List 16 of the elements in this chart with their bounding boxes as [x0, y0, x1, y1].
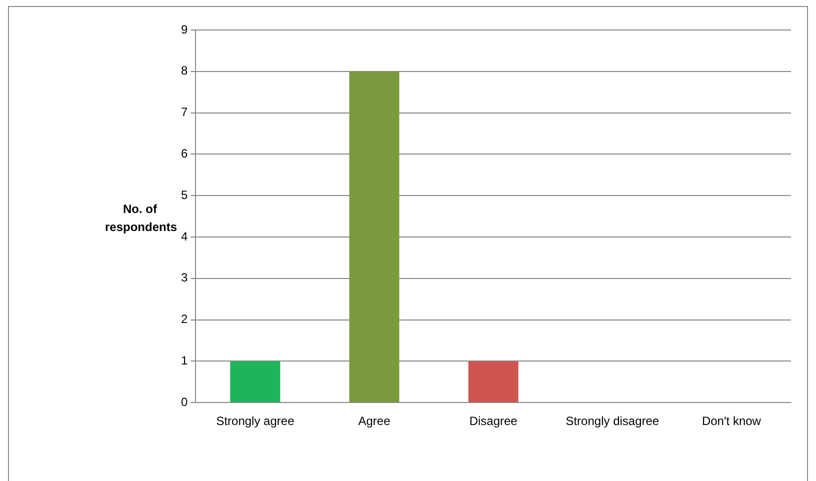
y-axis-title: No. of respondents: [105, 201, 178, 236]
x-tick-label: Don't know: [702, 414, 762, 428]
y-tick-label: 6: [180, 146, 188, 161]
x-tick-label: Strongly agree: [216, 414, 295, 428]
x-tick-label: Disagree: [469, 414, 518, 428]
x-tick-label: Strongly disagree: [566, 414, 660, 428]
y-tick-label: 7: [180, 105, 188, 120]
y-tick-label: 0: [180, 394, 188, 409]
y-tick-label: 3: [180, 270, 188, 285]
y-tick-label: 5: [180, 188, 188, 202]
y-tick-label: 4: [180, 229, 188, 244]
y-tick-label: 1: [180, 354, 188, 368]
y-tick-label: 2: [180, 312, 188, 326]
x-tick-label: Agree: [358, 414, 391, 428]
y-tick-label: 9: [180, 22, 188, 36]
y-tick-label: 8: [180, 64, 188, 78]
